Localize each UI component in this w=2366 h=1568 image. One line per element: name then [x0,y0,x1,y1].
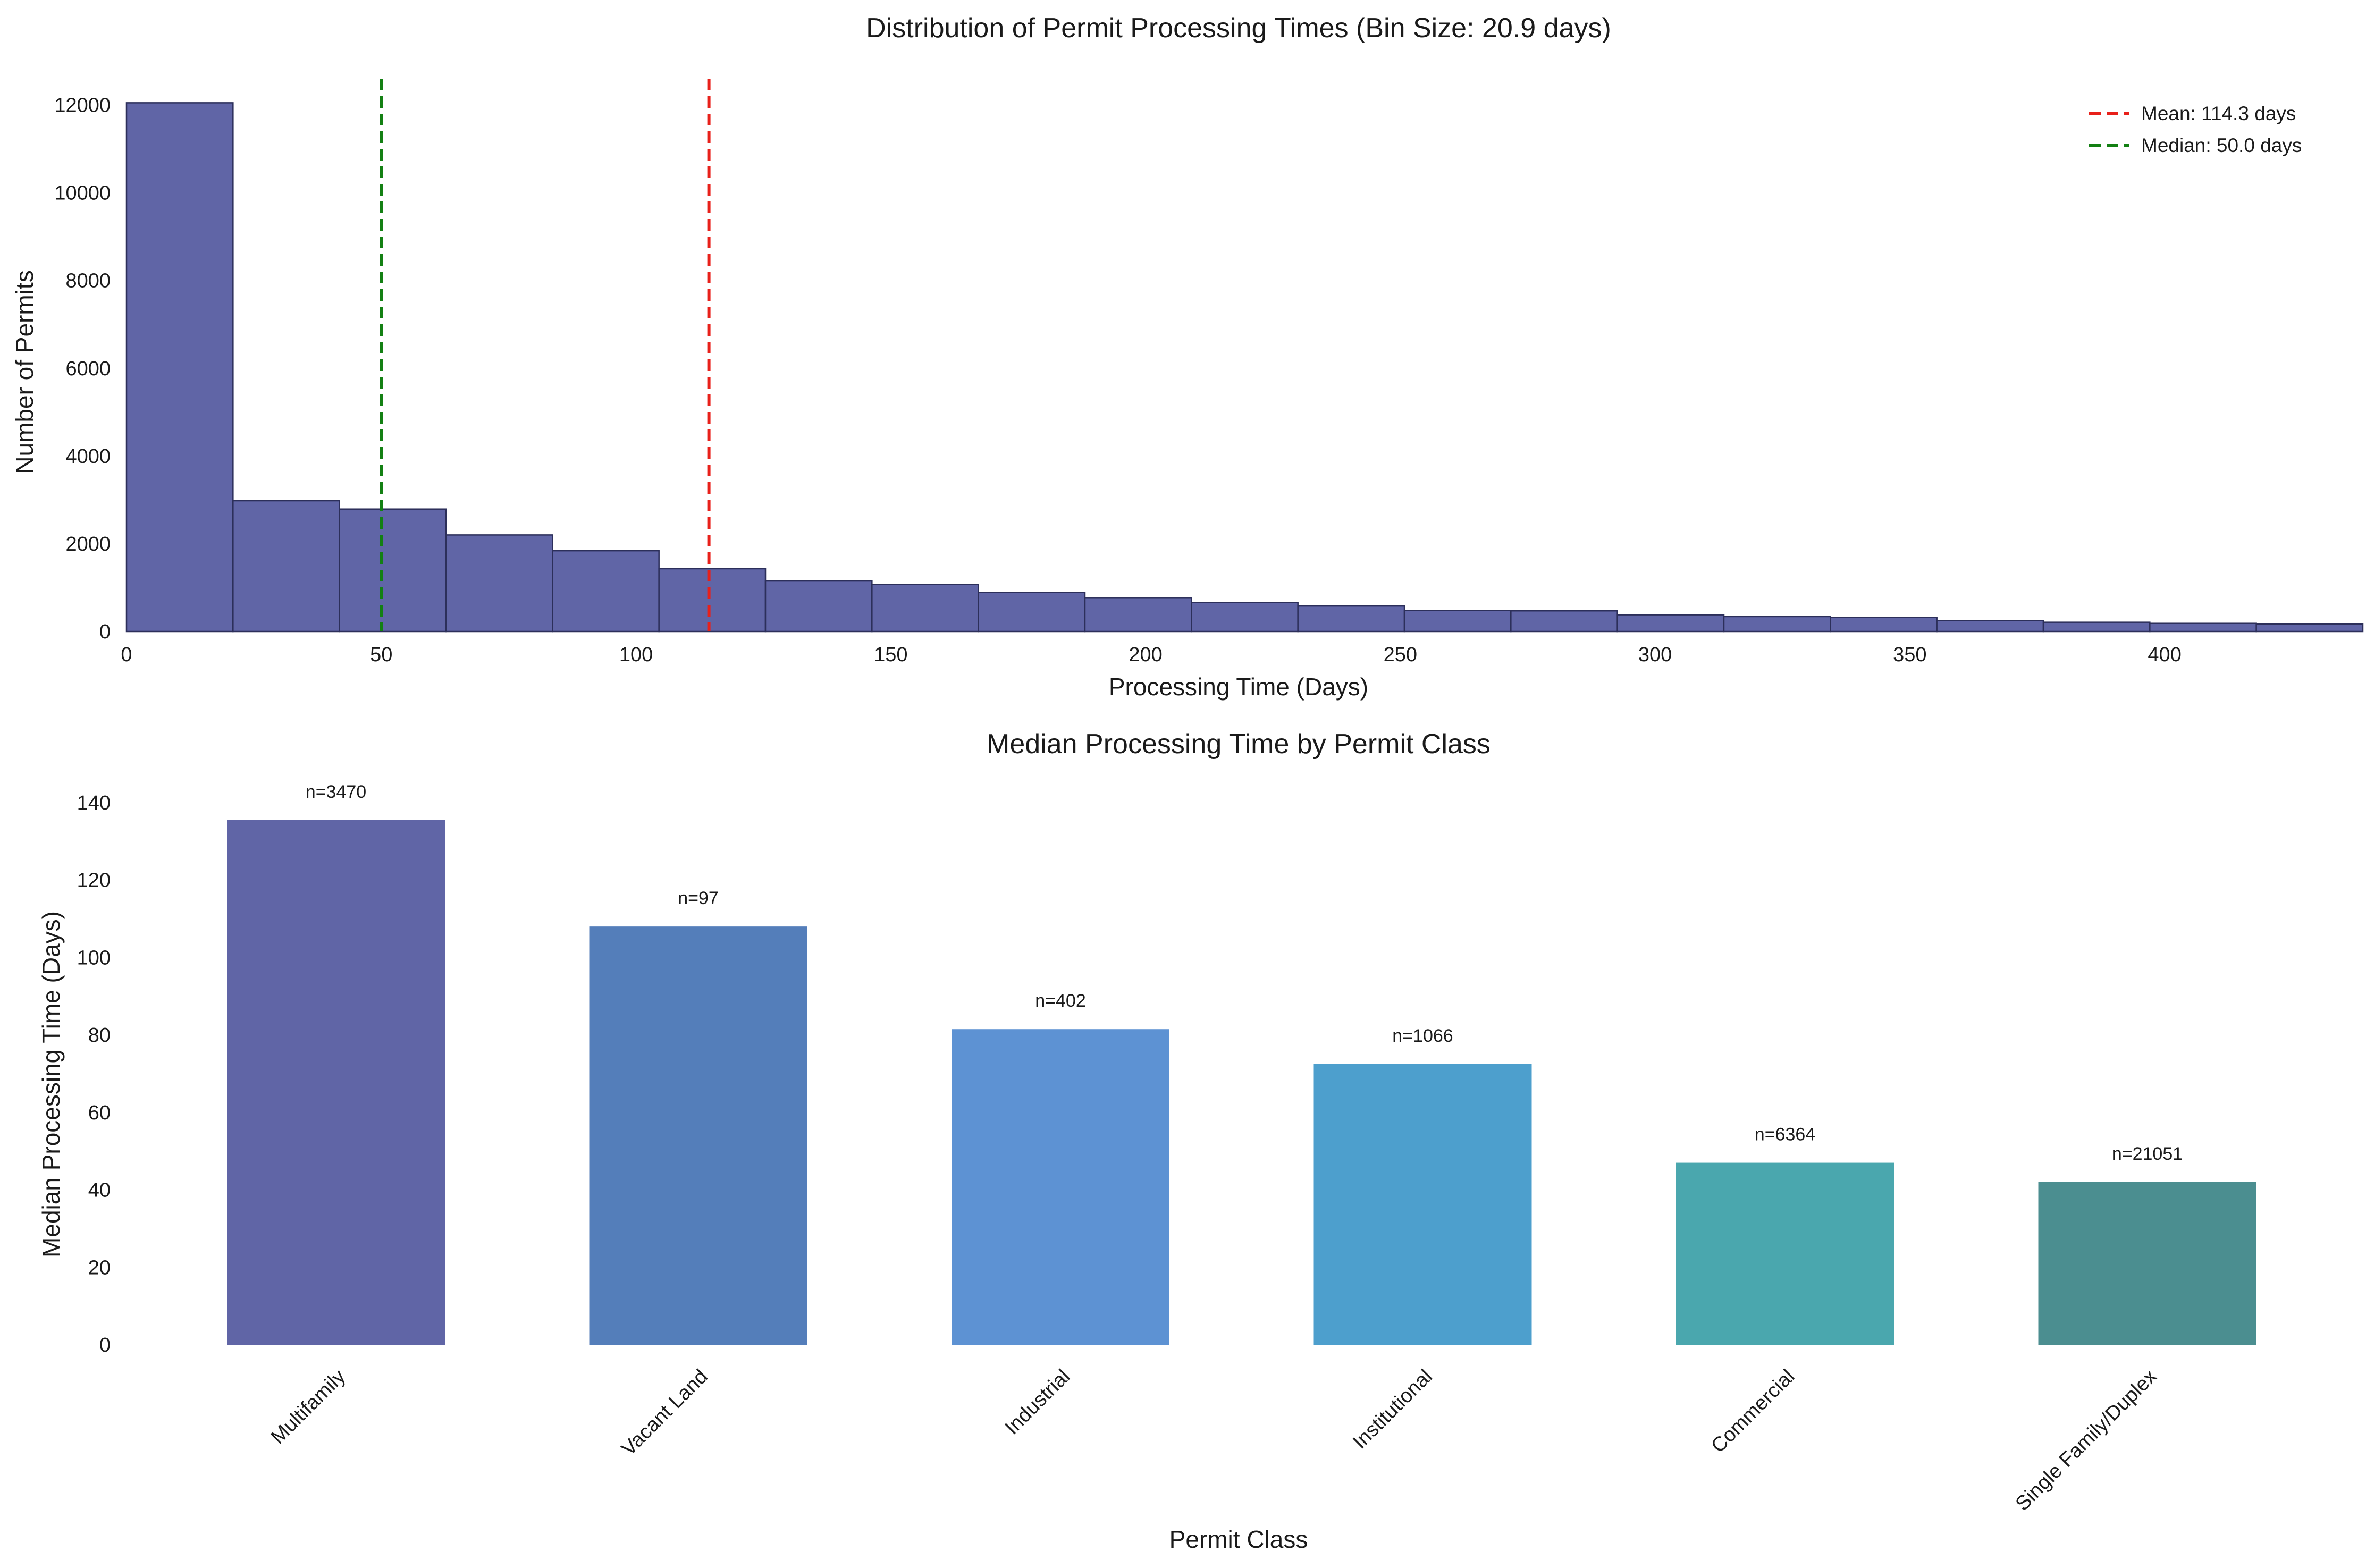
bar-chart-panel: Median Processing Time by Permit Class n… [37,729,2256,1553]
bar-category-label: Industrial [1001,1365,1075,1439]
histogram-bar [2255,623,2364,633]
bar-chart-y-ticks: 0 20 40 60 80 100 120 140 [77,792,111,1356]
histogram-x-tick-label: 300 [1638,644,1672,666]
histogram-bar [2042,621,2151,633]
histogram-y-ticks: 0 2000 4000 6000 8000 10000 12000 [54,95,111,643]
bar-count-label: n=402 [1035,991,1086,1011]
bar [227,820,445,1345]
histogram-bars [125,102,2364,633]
bar-chart-y-tick-label: 20 [88,1257,111,1279]
bar-category-label: Single Family/Duplex [2011,1365,2161,1515]
histogram-bar [1616,614,1725,633]
bar-chart-y-axis-label: Median Processing Time (Days) [37,911,65,1258]
bar [952,1029,1169,1345]
histogram-y-tick-label: 6000 [65,358,111,380]
bar-count-label: n=6364 [1755,1125,1815,1145]
histogram-bar [658,568,767,633]
histogram-bar [1510,610,1618,633]
bar-chart-y-tick-label: 100 [77,947,111,969]
histogram-x-tick-label: 400 [2148,644,2181,666]
histogram-y-tick-label: 12000 [54,95,111,117]
bar-chart-y-tick-label: 0 [99,1334,111,1356]
histogram-bar [1403,610,1512,633]
histogram-bar [339,508,447,633]
histogram-bar [232,500,340,633]
histogram-y-axis-label: Number of Permits [11,270,38,474]
bar-count-label: n=21051 [2112,1144,2183,1164]
legend-entry: Median: 50.0 days [2141,134,2302,156]
histogram-bar [125,102,234,633]
bar-category-label: Vacant Land [617,1365,712,1461]
histogram-x-tick-label: 200 [1129,644,1162,666]
bar [1313,1064,1532,1345]
histogram-y-tick-label: 8000 [65,270,111,292]
histogram-bar [1297,605,1405,633]
bar-count-label: n=97 [678,888,719,908]
bar [1676,1162,1894,1345]
histogram-bar [978,592,1086,633]
histogram-y-tick-label: 2000 [65,533,111,555]
histogram-panel: Distribution of Permit Processing Times … [11,13,2364,701]
bar-chart-data-labels: n=3470 n=97 n=402 n=1066 n=6364 n=21051 [306,782,2183,1164]
histogram-bar [1723,616,1831,633]
bar-chart-x-axis-label: Permit Class [1169,1525,1308,1553]
histogram-bar [1830,617,1938,633]
histogram-x-tick-label: 50 [370,644,392,666]
bar-chart-title: Median Processing Time by Permit Class [987,729,1491,760]
bar-category-label: Institutional [1349,1365,1437,1454]
histogram-x-tick-label: 150 [874,644,907,666]
bar-count-label: n=3470 [306,782,366,802]
histogram-y-tick-label: 0 [99,621,111,643]
bar-chart-y-tick-label: 40 [88,1179,111,1202]
bar-chart-y-tick-label: 140 [77,792,111,814]
histogram-reference-lines [380,79,711,631]
histogram-x-tick-label: 350 [1893,644,1926,666]
histogram-title: Distribution of Permit Processing Times … [866,13,1611,44]
histogram-x-tick-label: 100 [619,644,653,666]
histogram-bar [764,580,873,633]
bar [2038,1182,2256,1345]
bar [589,926,807,1345]
bar-chart-y-tick-label: 60 [88,1102,111,1124]
histogram-bar [1191,602,1299,633]
histogram-x-ticks: 0 50 100 150 200 250 300 350 400 [121,644,2181,666]
bar-category-label: Multifamily [267,1365,350,1449]
histogram-x-axis-label: Processing Time (Days) [1109,673,1368,701]
histogram-x-tick-label: 0 [121,644,132,666]
histogram-y-tick-label: 4000 [65,445,111,468]
bar-chart-x-ticks: Multifamily Vacant Land Industrial Institut… [267,1365,2161,1515]
histogram-y-tick-label: 10000 [54,182,111,205]
histogram-legend: Mean: 114.3 days Median: 50.0 days [2089,103,2302,156]
histogram-x-tick-label: 250 [1384,644,1417,666]
bar-count-label: n=1066 [1392,1026,1453,1046]
histogram-bar [2149,622,2257,633]
histogram-bar [1936,620,2044,633]
histogram-bar [552,550,660,633]
bar-chart-bars [227,820,2256,1345]
bar-chart-y-tick-label: 80 [88,1024,111,1047]
bar-category-label: Commercial [1707,1365,1799,1457]
histogram-bar [1084,597,1192,633]
bar-chart-y-tick-label: 120 [77,870,111,892]
histogram-bar [445,534,553,633]
histogram-bar [871,584,979,633]
legend-entry: Mean: 114.3 days [2141,103,2296,124]
